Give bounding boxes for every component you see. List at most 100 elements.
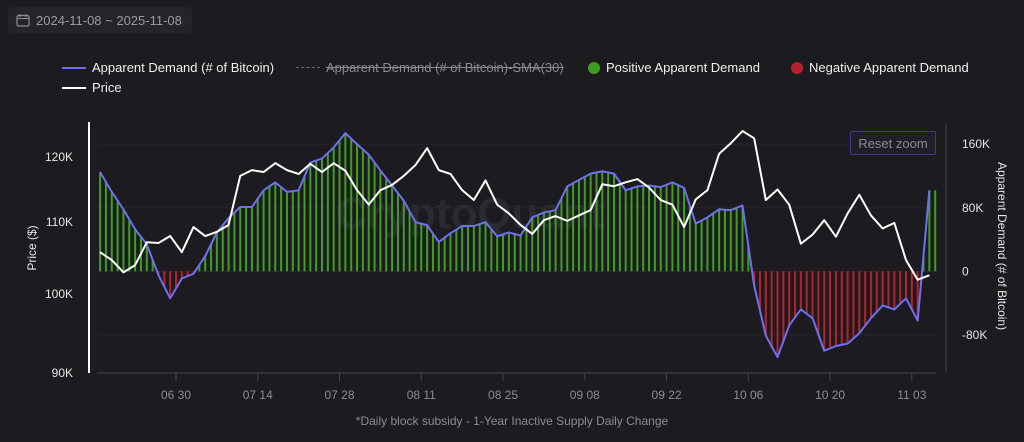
x-tick-label: 07 14	[243, 388, 273, 402]
positive-demand-bar	[204, 256, 207, 272]
positive-demand-bar	[116, 200, 119, 272]
positive-demand-bar	[134, 229, 137, 272]
x-tick-label: 07 28	[325, 388, 355, 402]
positive-demand-bar	[665, 184, 668, 272]
negative-demand-bar	[875, 271, 878, 312]
legend-item-positive-demand[interactable]: Positive Apparent Demand	[588, 60, 760, 75]
positive-demand-bar	[420, 223, 423, 272]
positive-demand-bar	[356, 144, 359, 272]
positive-demand-bar	[735, 207, 738, 272]
calendar-icon	[16, 14, 30, 27]
positive-demand-bar	[636, 186, 639, 272]
positive-demand-bar	[934, 190, 937, 272]
negative-demand-bar	[799, 271, 802, 310]
positive-demand-bar	[262, 190, 265, 272]
x-tick-label: 09 22	[652, 388, 682, 402]
positive-demand-bar	[706, 217, 709, 272]
positive-demand-bar	[391, 185, 394, 272]
negative-demand-bar	[869, 271, 872, 319]
positive-demand-bar	[572, 183, 575, 272]
legend-dashed-line-icon	[296, 67, 320, 68]
negative-demand-bar	[829, 271, 832, 349]
positive-demand-bar	[542, 212, 545, 272]
positive-demand-bar	[723, 209, 726, 272]
negative-demand-bar	[893, 271, 896, 310]
positive-demand-bar	[607, 172, 610, 272]
positive-demand-bar	[519, 235, 522, 272]
right-tick-label: 160K	[962, 137, 990, 151]
negative-demand-bar	[186, 271, 189, 277]
positive-demand-bar	[245, 206, 248, 272]
positive-demand-bar	[227, 218, 230, 272]
positive-demand-bar	[548, 211, 551, 272]
positive-demand-bar	[215, 232, 218, 272]
negative-demand-bar	[776, 271, 779, 358]
positive-demand-bar	[688, 205, 691, 272]
positive-demand-bar	[741, 205, 744, 272]
positive-demand-bar	[729, 210, 732, 272]
legend-item-apparent-demand[interactable]: Apparent Demand (# of Bitcoin)	[62, 60, 274, 75]
negative-demand-bar	[753, 271, 756, 286]
date-range-picker[interactable]: 2024-11-08 ~ 2025-11-08	[8, 7, 192, 33]
positive-demand-bar	[560, 198, 563, 272]
negative-demand-bar	[846, 271, 849, 344]
positive-demand-bar	[747, 245, 750, 272]
positive-demand-bar	[437, 241, 440, 272]
negative-demand-bar	[823, 271, 826, 351]
positive-demand-bar	[338, 140, 341, 272]
x-tick-label: 08 25	[488, 388, 518, 402]
negative-demand-bar	[782, 271, 785, 342]
positive-demand-bar	[659, 187, 662, 272]
positive-demand-bar	[145, 244, 148, 272]
positive-demand-bar	[350, 138, 353, 272]
x-tick-label: 09 08	[570, 388, 600, 402]
positive-demand-bar	[700, 220, 703, 272]
negative-demand-bar	[916, 271, 919, 321]
negative-demand-bar	[852, 271, 855, 339]
positive-demand-bar	[385, 177, 388, 272]
right-tick-label: 0	[962, 264, 969, 278]
negative-demand-bar	[805, 271, 808, 314]
right-tick-label: 80K	[962, 201, 983, 215]
negative-demand-bar	[864, 271, 867, 326]
x-tick-label: 06 30	[161, 388, 191, 402]
left-tick-label: 110K	[46, 215, 73, 229]
negative-demand-bar	[899, 271, 902, 304]
positive-demand-bar	[630, 188, 633, 272]
positive-demand-bar	[128, 219, 131, 272]
positive-demand-bar	[361, 149, 364, 272]
legend-item-negative-demand[interactable]: Negative Apparent Demand	[791, 60, 969, 75]
positive-demand-bar	[566, 186, 569, 272]
positive-demand-bar	[221, 225, 224, 272]
legend-item-price[interactable]: Price	[62, 80, 122, 95]
negative-demand-bar	[163, 271, 166, 287]
legend-label: Negative Apparent Demand	[809, 60, 969, 75]
negative-demand-bar	[858, 271, 861, 334]
positive-demand-bar	[513, 233, 516, 272]
positive-demand-bar	[928, 190, 931, 272]
positive-demand-bar	[531, 217, 534, 272]
positive-demand-bar	[507, 232, 510, 272]
positive-demand-bar	[683, 187, 686, 272]
negative-demand-bar	[169, 271, 172, 299]
positive-demand-bar	[554, 210, 557, 272]
positive-demand-bar	[250, 206, 253, 272]
positive-demand-bar	[326, 152, 329, 272]
positive-demand-bar	[671, 182, 674, 272]
positive-demand-bar	[472, 226, 475, 272]
legend-item-sma30[interactable]: Apparent Demand (# of Bitcoin)-SMA(30)	[296, 60, 564, 75]
legend-label: Price	[92, 80, 122, 95]
positive-demand-bar	[297, 190, 300, 272]
left-tick-label: 120K	[45, 150, 73, 164]
x-tick-label: 10 20	[815, 388, 845, 402]
apparent-demand-line	[99, 132, 931, 359]
positive-demand-bar	[210, 244, 213, 272]
left-tick-label: 90K	[52, 366, 73, 380]
left-axis-title: Price ($)	[25, 225, 39, 270]
positive-demand-bar	[455, 229, 458, 272]
positive-demand-bar	[589, 173, 592, 272]
reset-zoom-button[interactable]: Reset zoom	[850, 131, 936, 155]
negative-demand-bar	[811, 271, 814, 319]
positive-demand-bar	[426, 225, 429, 272]
